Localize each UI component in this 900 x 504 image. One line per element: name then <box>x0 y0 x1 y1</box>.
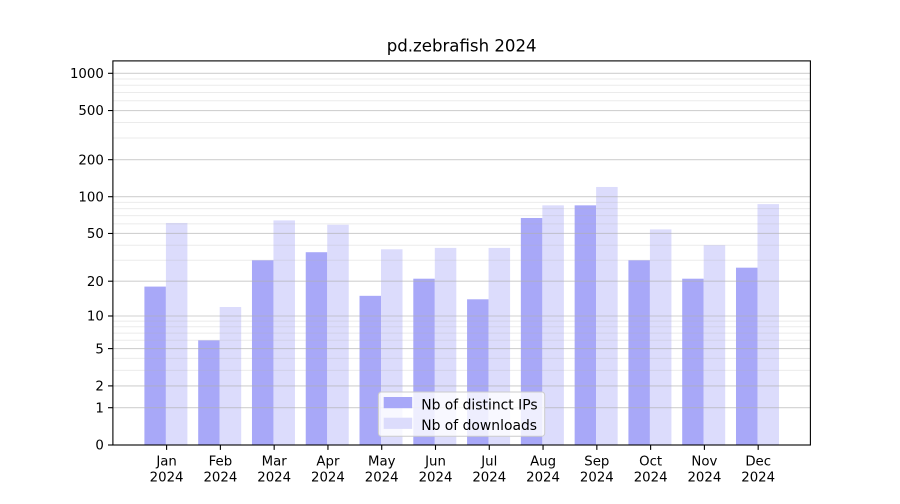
x-tick-label-month: Oct <box>639 455 662 470</box>
bar-downloads-mar <box>273 220 295 445</box>
legend-swatch-1 <box>383 417 413 429</box>
x-tick-label-month: Jan <box>155 455 177 470</box>
bar-ips-mar <box>251 260 274 445</box>
x-tick-label-month: Nov <box>691 455 717 470</box>
bar-downloads-feb <box>219 307 242 445</box>
y-tick-label: 0 <box>95 439 103 454</box>
x-tick-label-month: Jul <box>480 455 497 470</box>
x-tick-label-year: 2024 <box>365 471 399 486</box>
bar-downloads-nov <box>703 245 726 445</box>
x-tick-label-month: Jun <box>424 455 446 470</box>
bar-downloads-oct <box>649 229 672 445</box>
y-tick-label: 1000 <box>70 67 104 82</box>
y-tick-label: 1 <box>95 401 103 416</box>
y-tick-label: 10 <box>87 310 104 325</box>
legend-label-0: Nb of distinct IPs <box>421 397 537 413</box>
axes-ticks-labels: 01251020501002005001000Jan2024Feb2024Mar… <box>70 67 775 486</box>
y-tick-label: 20 <box>87 275 104 290</box>
bar-ips-aug <box>520 217 543 445</box>
plot-border <box>112 60 811 446</box>
legend-swatch-0 <box>383 397 413 409</box>
x-tick-label-year: 2024 <box>419 471 453 486</box>
x-tick-label-year: 2024 <box>257 471 291 486</box>
bar-ips-nov <box>682 278 704 445</box>
x-tick-label-month: Aug <box>530 455 556 470</box>
x-tick-label-year: 2024 <box>472 471 506 486</box>
x-tick-label-month: May <box>368 455 396 470</box>
y-tick-label: 100 <box>78 190 103 205</box>
bar-downloads-dec <box>757 204 779 445</box>
x-tick-label-month: Sep <box>584 455 609 470</box>
bar-downloads-aug <box>542 205 564 445</box>
x-tick-label-year: 2024 <box>203 471 237 486</box>
y-tick-label: 5 <box>95 342 103 357</box>
x-tick-label-year: 2024 <box>634 471 668 486</box>
legend: Nb of distinct IPs Nb of downloads <box>377 391 546 437</box>
bar-ips-sep <box>574 205 597 445</box>
x-tick-label-year: 2024 <box>687 471 721 486</box>
x-tick-label-year: 2024 <box>526 471 560 486</box>
x-tick-label-year: 2024 <box>311 471 345 486</box>
y-tick-label: 2 <box>95 380 103 395</box>
x-tick-label-year: 2024 <box>741 471 775 486</box>
gridlines <box>112 72 811 409</box>
chart-title: pd.zebrafish 2024 <box>387 37 537 56</box>
x-tick-label-month: Feb <box>209 455 233 470</box>
x-tick-label-month: Dec <box>745 455 771 470</box>
bar-ips-jan <box>144 286 166 445</box>
x-tick-label-month: Mar <box>262 455 288 470</box>
x-tick-label-year: 2024 <box>580 471 614 486</box>
y-tick-label: 500 <box>78 104 103 119</box>
bar-downloads-jan <box>165 222 188 445</box>
x-tick-label-month: Apr <box>316 455 340 470</box>
bar-downloads-apr <box>327 224 349 445</box>
legend-label-1: Nb of downloads <box>421 418 537 434</box>
x-tick-label-year: 2024 <box>150 471 184 486</box>
bar-ips-feb <box>198 340 220 445</box>
legend-box <box>377 391 546 437</box>
bar-ips-oct <box>628 260 650 445</box>
y-tick-label: 50 <box>87 227 104 242</box>
bar-ips-dec <box>735 267 758 445</box>
y-tick-label: 200 <box>78 153 103 168</box>
